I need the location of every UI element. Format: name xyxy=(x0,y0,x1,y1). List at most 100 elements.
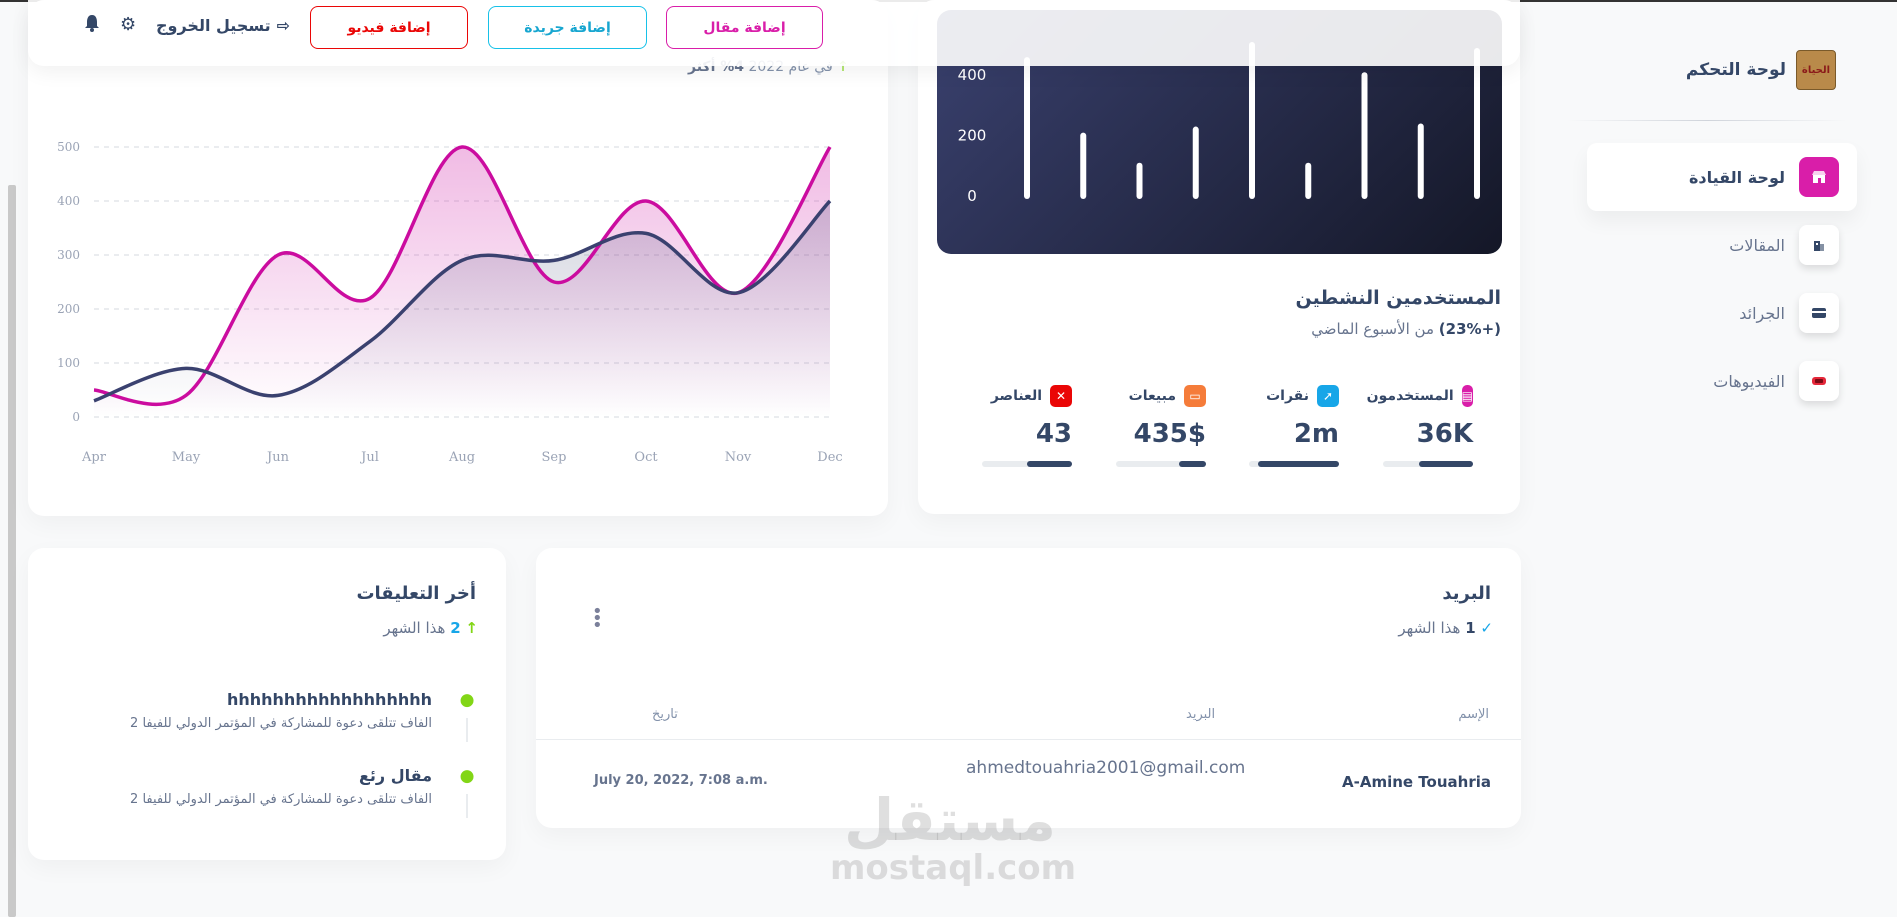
stat-sales: مبيعات ▭ 435$ xyxy=(1116,385,1206,467)
comment-title: مقال رئع xyxy=(358,766,432,785)
sidebar-item-label: المقالات xyxy=(1729,235,1785,255)
add-article-button[interactable]: إضافة مقال xyxy=(666,6,823,49)
add-video-button[interactable]: إضافة فيديو xyxy=(310,6,468,49)
stat-items: العناصر ✕ 43 xyxy=(982,385,1072,467)
tools-icon: ✕ xyxy=(1050,385,1072,407)
stat-value: 435$ xyxy=(1133,419,1206,449)
table-divider xyxy=(536,739,1521,740)
watermark-en: mostaql.com xyxy=(830,848,1077,888)
stat-progress xyxy=(1249,461,1339,467)
comment-text: الفاف تتلقى دعوة للمشاركة في المؤتمر الد… xyxy=(130,792,432,807)
stat-value: 2m xyxy=(1293,419,1339,449)
comment-item[interactable]: ● مقال رئع الفاف تتلقى دعوة للمشاركة في … xyxy=(78,766,478,826)
comments-card: أخر التعليقات ↑ 2 هذا الشهر ● hhhhhhhhhh… xyxy=(28,548,506,860)
chart-series-line-pink xyxy=(93,145,832,407)
watermark: مستقل mostaql.com xyxy=(830,786,1077,888)
sidebar-divider xyxy=(1567,120,1847,121)
mail-period: هذا الشهر xyxy=(1398,619,1461,637)
column-header-date: تاريخ xyxy=(652,707,678,722)
shop-icon xyxy=(1799,157,1839,197)
stat-label: مبيعات xyxy=(1128,388,1176,404)
comment-text: الفاف تتلقى دعوة للمشاركة في المؤتمر الد… xyxy=(130,716,432,731)
column-header-email: البريد xyxy=(1186,707,1216,722)
comment-title: hhhhhhhhhhhhhhhhhh xyxy=(226,690,432,709)
active-users-subtitle: (+23%) من الأسبوع الماضي xyxy=(1311,320,1501,338)
chart-xtick: Jul xyxy=(359,450,379,465)
comment-item[interactable]: ● hhhhhhhhhhhhhhhhhh الفاف تتلقى دعوة لل… xyxy=(78,690,478,750)
stat-value: 43 xyxy=(1035,419,1072,449)
check-icon: ✓ xyxy=(1480,619,1493,637)
sidebar-item-label: الفيديوهات xyxy=(1713,371,1785,391)
active-users-title: المستخدمين النشطين xyxy=(1295,287,1501,309)
sidebar-item-videos[interactable]: الفيديوهات xyxy=(1587,347,1857,415)
sidebar-brand[interactable]: لوحة التحكم الحياة xyxy=(1686,50,1836,90)
stat-value: 36K xyxy=(1416,419,1473,449)
chart-ytick: 500 xyxy=(57,140,80,154)
mail-row-email[interactable]: ahmedtouahria2001@gmail.com xyxy=(966,758,1246,778)
logout-icon: ⇨ xyxy=(276,16,291,35)
sidebar-item-dashboard[interactable]: لوحة القيادة xyxy=(1587,143,1857,211)
chart-area xyxy=(94,201,830,417)
arrow-up-icon: ↑ xyxy=(465,619,478,637)
stat-progress xyxy=(1383,461,1473,467)
chart-ytick: 100 xyxy=(57,356,80,370)
cart-icon: ▭ xyxy=(1184,385,1206,407)
timeline-line xyxy=(466,794,468,818)
mail-count: 1 xyxy=(1465,619,1476,637)
chart-xtick: Apr xyxy=(81,450,107,465)
mail-card: البريد ✓ 1 هذا الشهر • • • الإسم البريد تا… xyxy=(536,548,1521,828)
bar-chart-ytick: 400 xyxy=(958,66,987,84)
stat-label: نقرات xyxy=(1266,388,1309,404)
bar-chart-ytick: 200 xyxy=(958,127,987,145)
chart-xtick: Nov xyxy=(725,450,752,465)
comment-bubble-icon: ● xyxy=(459,690,475,710)
scrollbar[interactable] xyxy=(8,185,16,917)
active-users-period: من الأسبوع الماضي xyxy=(1311,320,1435,338)
stat-progress xyxy=(982,461,1072,467)
timeline-line xyxy=(466,718,468,742)
chart-xtick: May xyxy=(172,450,201,465)
bell-icon[interactable] xyxy=(84,14,100,37)
stat-progress-fill xyxy=(1419,461,1473,467)
sidebar-item-label: لوحة القيادة xyxy=(1688,167,1785,187)
active-users-pct: (+23%) xyxy=(1438,320,1501,338)
chart-ytick: 0 xyxy=(72,410,80,424)
watermark-ar: مستقل xyxy=(843,786,1057,854)
sales-line-chart: 0 100 200 300 400 500 Apr May Jun Jul Aug Sep Oct Nov… xyxy=(57,140,843,465)
chart-xtick: Aug xyxy=(448,450,475,465)
top-navbar: إضافة مقال إضافة جريدة إضافة فيديو تسجيل… xyxy=(28,0,1520,66)
add-paper-button[interactable]: إضافة جريدة xyxy=(488,6,647,49)
office-icon xyxy=(1799,225,1839,265)
sidebar-item-label: الجرائد xyxy=(1739,303,1785,323)
chart-xtick: Oct xyxy=(634,450,658,465)
arrow-up-icon: ↑ xyxy=(837,59,849,75)
stat-progress-fill xyxy=(1179,461,1206,467)
gear-icon[interactable]: ⚙ xyxy=(120,14,137,35)
chart-xtick: Dec xyxy=(817,450,842,465)
brand-name: لوحة التحكم xyxy=(1685,60,1786,80)
sidebar-item-articles[interactable]: المقالات xyxy=(1587,211,1857,279)
comment-bubble-icon: ● xyxy=(459,766,475,786)
logout-link[interactable]: تسجيل الخروج ⇨ xyxy=(156,16,290,35)
sidebar-item-papers[interactable]: الجرائد xyxy=(1587,279,1857,347)
chart-xtick: Sep xyxy=(542,450,567,465)
mail-row-name: A-Amine Touahria xyxy=(1342,773,1491,791)
chart-ytick: 300 xyxy=(57,248,80,262)
stat-clicks: نقرات ➚ 2m xyxy=(1249,385,1339,467)
sales-overview-card: 0 100 200 300 400 500 Apr May Jun Jul Aug Sep Oct Nov… xyxy=(28,0,888,516)
chart-xtick: Jun xyxy=(265,450,290,465)
bar-chart-ytick: 0 xyxy=(967,187,977,205)
mail-subtitle: ✓ 1 هذا الشهر xyxy=(1398,619,1493,637)
more-options-icon[interactable]: • • • xyxy=(592,601,603,636)
comments-title: أخر التعليقات xyxy=(356,583,476,604)
brand-logo: الحياة xyxy=(1796,50,1836,90)
stat-label: العناصر xyxy=(990,388,1042,404)
column-header-name: الإسم xyxy=(1458,707,1489,722)
users-bar-chart: 0 200 400 xyxy=(958,42,1480,205)
stat-progress-fill xyxy=(1258,461,1339,467)
stat-label: المستخدمون xyxy=(1366,388,1454,404)
stat-progress xyxy=(1116,461,1206,467)
rocket-icon: ➚ xyxy=(1317,385,1339,407)
comments-period: هذا الشهر xyxy=(383,619,446,637)
mail-title: البريد xyxy=(1442,583,1491,604)
